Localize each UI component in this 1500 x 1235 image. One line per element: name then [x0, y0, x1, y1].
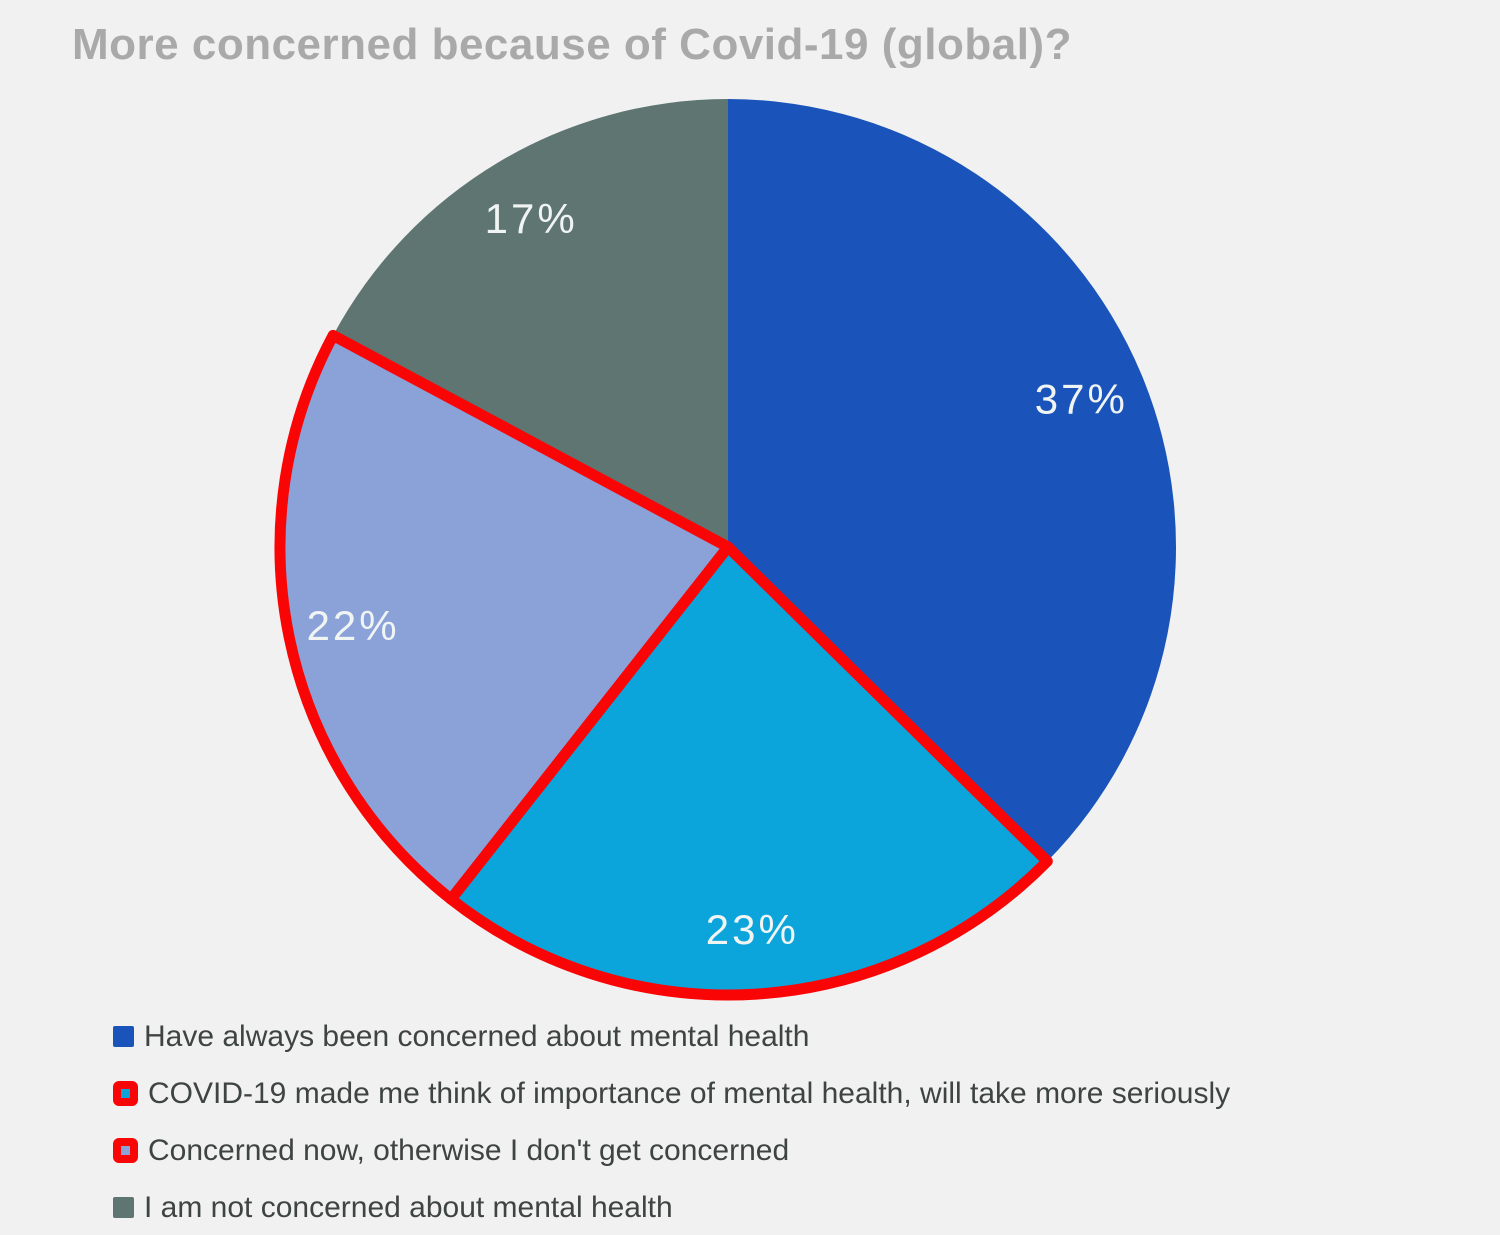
- legend: Have always been concerned about mental …: [113, 1008, 1230, 1235]
- legend-marker-blue-square: [113, 1026, 134, 1047]
- legend-label: Have always been concerned about mental …: [144, 1019, 810, 1053]
- legend-item-covid-made-think[interactable]: COVID-19 made me think of importance of …: [113, 1065, 1230, 1122]
- pie-slice-1[interactable]: [728, 99, 1177, 862]
- legend-label: COVID-19 made me think of importance of …: [148, 1076, 1231, 1110]
- legend-label: Concerned now, otherwise I don't get con…: [148, 1133, 790, 1167]
- legend-marker-gray-green-square: [113, 1197, 134, 1218]
- legend-item-concerned-now-only[interactable]: Concerned now, otherwise I don't get con…: [113, 1122, 1230, 1179]
- legend-label: I am not concerned about mental health: [144, 1190, 673, 1224]
- pie-slice-outline-3: [274, 329, 734, 905]
- slice-percent-label: 37%: [1035, 376, 1128, 423]
- pie-slice-4[interactable]: [333, 98, 728, 547]
- pie-slice-3[interactable]: [279, 335, 728, 900]
- slice-percent-label: 22%: [307, 602, 400, 649]
- legend-marker-cyan-red-outline-square: [113, 1081, 138, 1106]
- slice-percent-label: 23%: [706, 906, 799, 953]
- slice-percent-label: 17%: [485, 195, 578, 242]
- chart-title: More concerned because of Covid-19 (glob…: [72, 20, 1072, 69]
- legend-item-not-concerned[interactable]: I am not concerned about mental health: [113, 1179, 1230, 1235]
- legend-item-always-concerned[interactable]: Have always been concerned about mental …: [113, 1008, 1230, 1065]
- pie-slice-outline-2: [445, 541, 1053, 1001]
- pie-slice-2[interactable]: [451, 547, 1048, 996]
- legend-marker-periwinkle-red-outline-square: [113, 1138, 138, 1163]
